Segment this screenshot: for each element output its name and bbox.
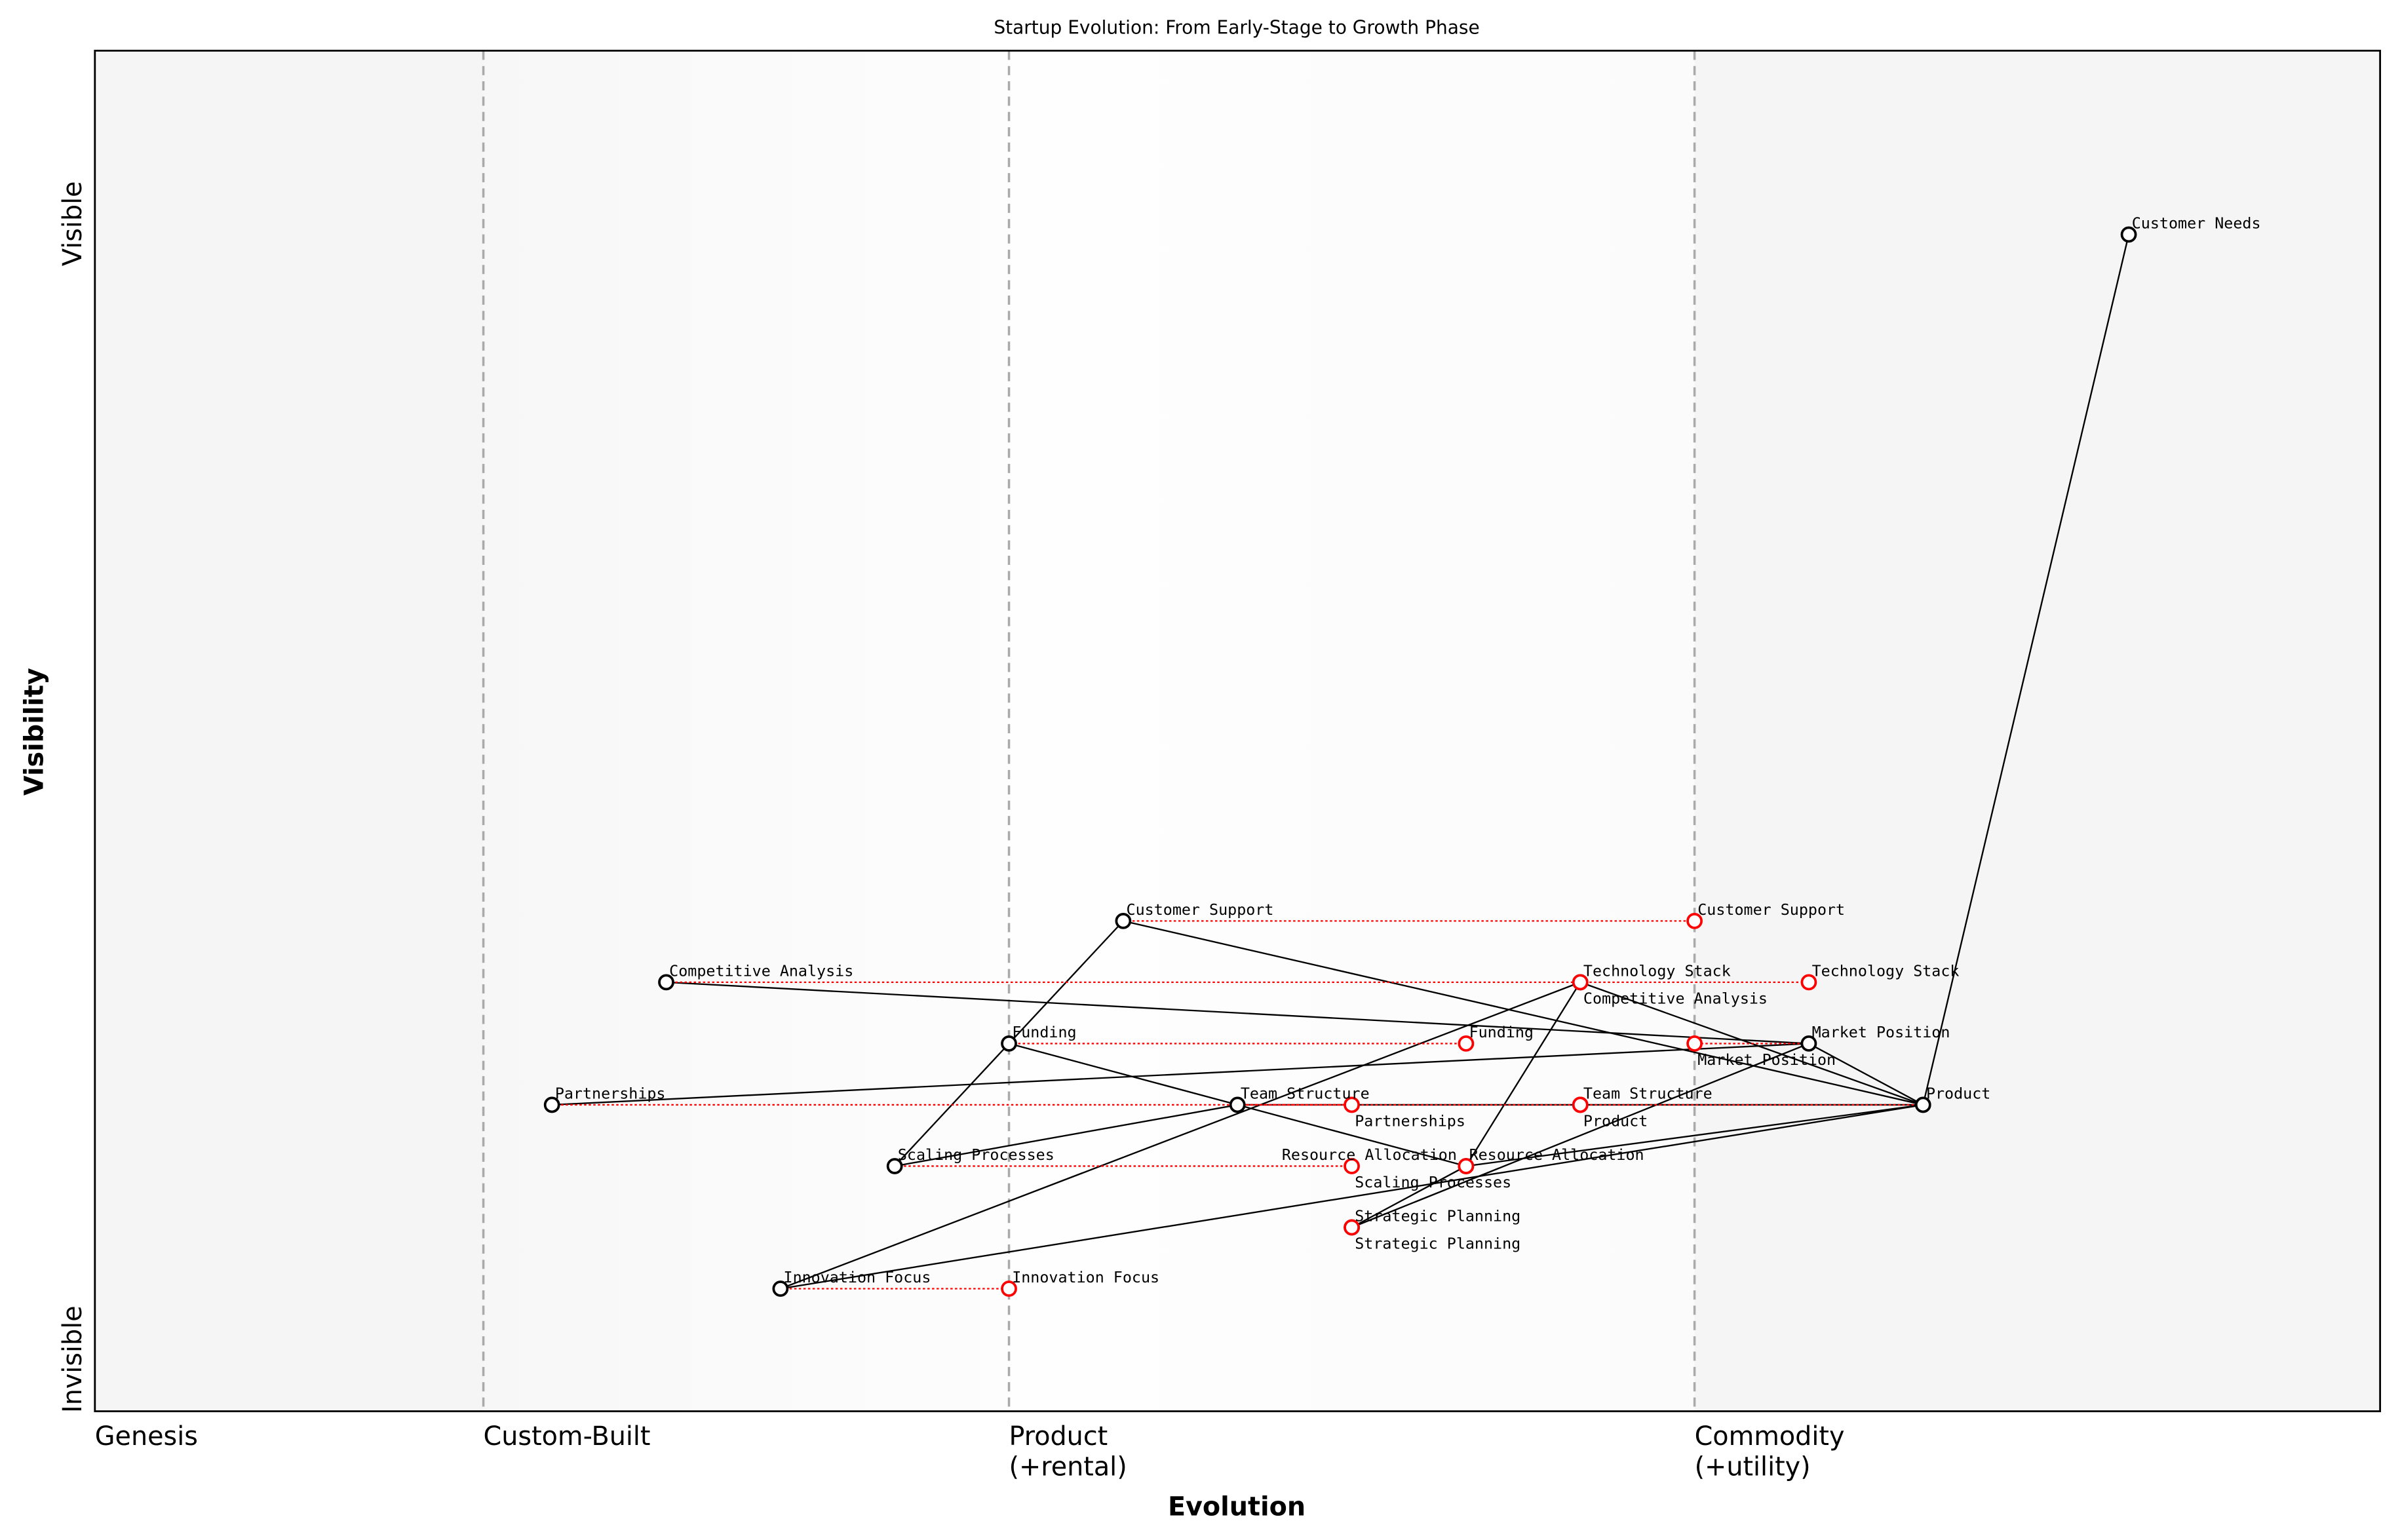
evolved-nodes (1001, 912, 1817, 1297)
evolved-node (1344, 1096, 1360, 1113)
component-label: Technology Stack (1583, 962, 1731, 980)
evolved-node (1572, 1096, 1589, 1113)
evolved-label: Strategic Planning (1355, 1235, 1520, 1253)
component-node (1229, 1096, 1246, 1113)
link-line (1351, 1165, 1467, 1229)
link-line (666, 981, 1809, 1045)
x-stage-label: Product (+rental) (1009, 1421, 1127, 1482)
x-stage-label: Custom-Built (484, 1421, 651, 1452)
component-node (1115, 912, 1132, 929)
evolved-node (1001, 1280, 1017, 1297)
evolution-lines (552, 920, 1924, 1290)
link-line (780, 981, 1581, 1290)
component-label: Funding (1012, 1023, 1076, 1041)
link-line (1465, 982, 1581, 1167)
component-label: Resource Allocation (1469, 1145, 1644, 1164)
evolved-node (1800, 974, 1817, 991)
link-line (1922, 234, 2130, 1106)
stage-band (483, 50, 1009, 1412)
component-label: Competitive Analysis (669, 962, 853, 980)
evolved-node (1458, 1035, 1475, 1052)
plot-frame (94, 49, 2382, 1412)
evolved-node (1344, 1158, 1360, 1174)
evolved-label: Product (1583, 1112, 1648, 1130)
evolved-label: Funding (1469, 1023, 1534, 1041)
component-node (658, 974, 674, 991)
component-node (1800, 1035, 1817, 1052)
component-label: Strategic Planning (1355, 1207, 1520, 1225)
link-line (1351, 1043, 1810, 1229)
evolved-label: Market Position (1697, 1050, 1836, 1069)
component-node (2120, 226, 2137, 243)
component-label: Scaling Processes (898, 1145, 1055, 1164)
stage-band (1694, 50, 2380, 1412)
component-label: Market Position (1812, 1023, 1950, 1041)
stage-band (94, 50, 484, 1412)
evolution-bands (94, 50, 2380, 1412)
link-line (894, 1104, 1238, 1167)
evolved-label: Innovation Focus (1012, 1268, 1159, 1286)
evolved-node (1686, 1035, 1703, 1052)
evolved-node (1458, 1158, 1475, 1174)
component-node (1001, 1035, 1017, 1052)
component-node (772, 1280, 789, 1297)
component-label: Innovation Focus (784, 1268, 931, 1286)
evolved-node (1686, 912, 1703, 929)
component-labels: Customer Needs Customer Support Competitiv… (555, 214, 2261, 1287)
evolved-label: Partnerships (1355, 1112, 1465, 1130)
x-stage-labels: Genesis Custom-Built Product (+rental) Commo… (95, 1421, 1845, 1482)
component-label: Product (1926, 1085, 1990, 1103)
x-axis-title: Evolution (1168, 1492, 1306, 1522)
evolved-label: Resource Allocation (1282, 1145, 1457, 1164)
stage-band (1009, 50, 1695, 1412)
evolved-label: Scaling Processes (1355, 1173, 1511, 1191)
x-stage-label: Genesis (95, 1421, 198, 1452)
link-line (780, 1104, 1924, 1290)
y-label-invisible: Invisible (58, 1305, 88, 1413)
component-node (1914, 1096, 1931, 1113)
chart-title: Startup Evolution: From Early-Stage to G… (994, 17, 1479, 39)
component-label: Customer Needs (2132, 214, 2261, 233)
component-label: Team Structure (1241, 1085, 1370, 1103)
y-axis-title: Visibility (19, 668, 49, 796)
link-line (1808, 1043, 1924, 1106)
stage-lines (482, 50, 1696, 1412)
component-label: Partnerships (555, 1085, 666, 1103)
component-label: Customer Support (1127, 900, 1274, 919)
evolved-label: Customer Support (1697, 900, 1845, 919)
evolved-node (1572, 974, 1589, 991)
link-line (1123, 920, 1924, 1106)
evolved-node (1344, 1219, 1360, 1236)
component-links (552, 234, 2130, 1290)
component-node (543, 1096, 560, 1113)
component-node (886, 1158, 903, 1174)
evolved-label: Competitive Analysis (1583, 990, 1768, 1008)
y-label-visible: Visible (58, 181, 88, 266)
link-line (552, 1043, 1809, 1106)
link-line (1465, 1104, 1924, 1167)
x-stage-label: Commodity (+utility) (1695, 1421, 1845, 1482)
evolved-label: Technology Stack (1812, 962, 1960, 980)
evolved-label: Team Structure (1583, 1085, 1713, 1103)
